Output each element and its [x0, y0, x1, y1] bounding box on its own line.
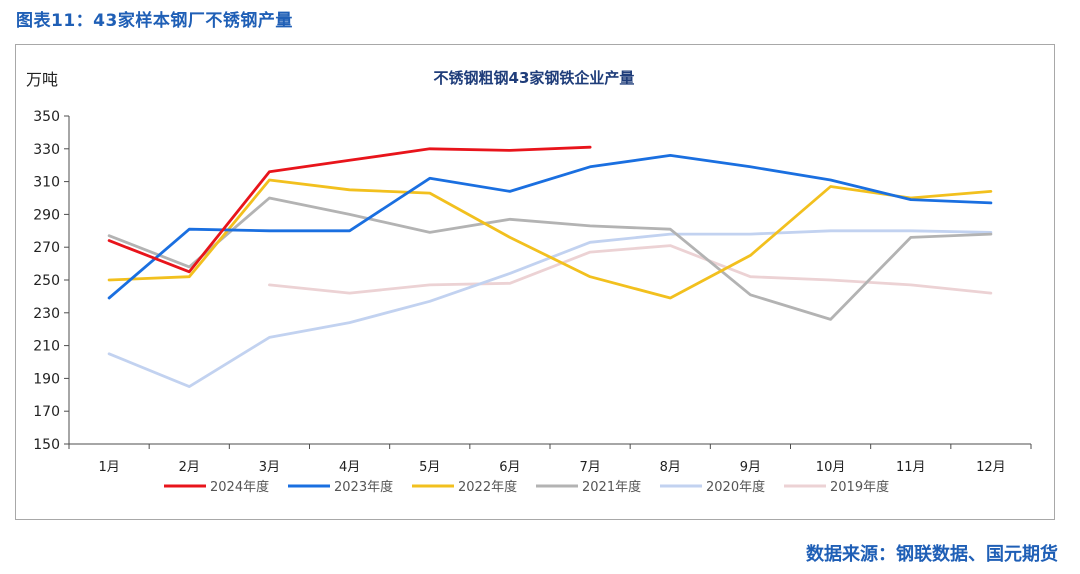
- figure-title: 图表11：43家样本钢厂不锈钢产量: [16, 11, 293, 31]
- series-line-2019年度: [267, 244, 993, 295]
- y-tick-label: 330: [33, 142, 60, 158]
- x-tick-label: 10月: [816, 460, 846, 475]
- x-tick-label: 11月: [896, 460, 926, 475]
- y-tick-label: 350: [33, 109, 60, 125]
- axes: 150 170 190 210 230 250 270 290 310 330 350 1月 2月 3月 4…: [33, 109, 1032, 475]
- x-tick-label: 7月: [579, 460, 600, 475]
- legend: 2024年度 2023年度 2022年度 2021年度 2020年度 2019年度: [164, 479, 889, 495]
- y-tick-label: 150: [33, 437, 60, 453]
- legend-label: 2020年度: [706, 479, 765, 495]
- x-tick-label: 4月: [339, 460, 360, 475]
- series-line-2022年度: [107, 178, 993, 300]
- x-tick-label: 9月: [740, 460, 761, 475]
- x-tick-label: 2月: [179, 460, 200, 475]
- chart-title: 不锈钢粗钢43家钢铁企业产量: [434, 69, 635, 87]
- x-tick-label: 3月: [259, 460, 280, 475]
- source-note: 数据来源：钢联数据、国元期货: [806, 544, 1058, 565]
- legend-label: 2021年度: [582, 479, 641, 495]
- legend-label: 2024年度: [210, 479, 269, 495]
- x-tick-label: 8月: [660, 460, 681, 475]
- legend-label: 2023年度: [334, 479, 393, 495]
- x-tick-label: 5月: [419, 460, 440, 475]
- series-line-2020年度: [107, 229, 993, 389]
- legend-label: 2022年度: [458, 479, 517, 495]
- y-tick-label: 170: [33, 404, 60, 420]
- chart-frame: 不锈钢粗钢43家钢铁企业产量 万吨 150 170 190 210 230 250 270 2…: [15, 44, 1055, 520]
- y-tick-label: 270: [33, 240, 60, 256]
- x-tick-label: 6月: [499, 460, 520, 475]
- y-tick-label: 210: [33, 339, 60, 355]
- x-tick-label: 12月: [976, 460, 1006, 475]
- y-tick-label: 290: [33, 207, 60, 223]
- series-line-2024年度: [107, 145, 592, 274]
- series-line-2021年度: [107, 196, 993, 321]
- y-tick-label: 190: [33, 371, 60, 387]
- y-axis-label: 万吨: [26, 70, 58, 89]
- y-tick-label: 310: [33, 175, 60, 191]
- line-chart: 不锈钢粗钢43家钢铁企业产量 万吨 150 170 190 210 230 250 270 2…: [26, 69, 1032, 495]
- legend-label: 2019年度: [830, 479, 889, 495]
- y-tick-label: 250: [33, 273, 60, 289]
- series-line-2023年度: [107, 154, 993, 300]
- y-tick-label: 230: [33, 306, 60, 322]
- x-tick-label: 1月: [98, 460, 119, 475]
- series-layer: [107, 145, 993, 389]
